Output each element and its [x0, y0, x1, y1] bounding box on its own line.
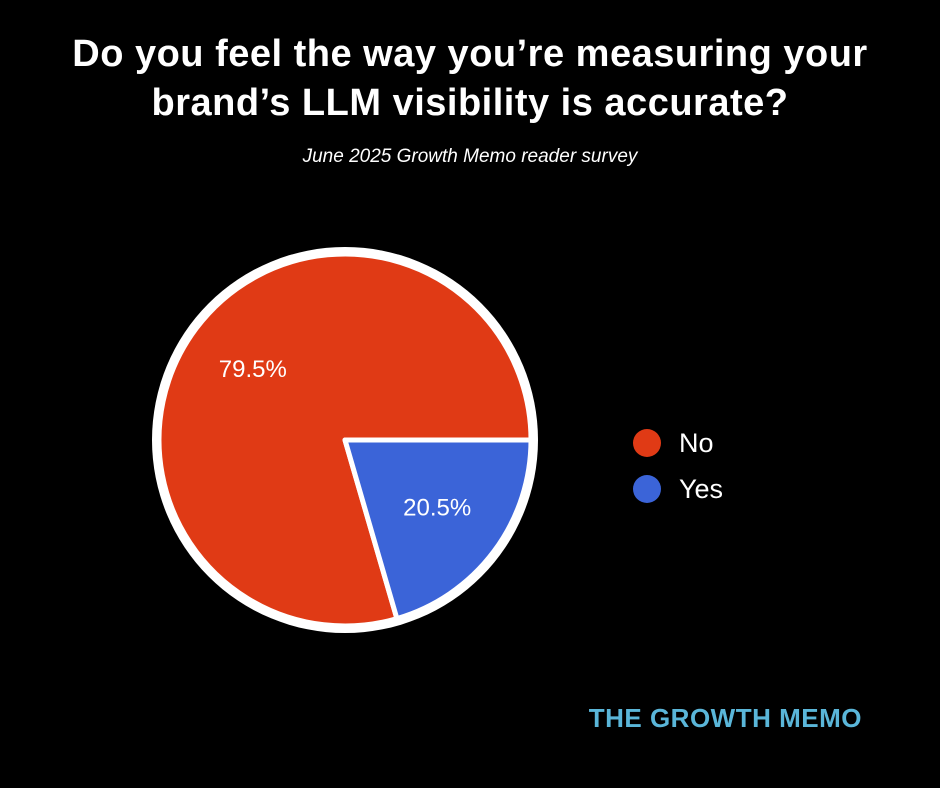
pie-chart: 79.5% 20.5%: [145, 240, 545, 640]
legend-swatch-no: [633, 429, 661, 457]
pie-slice-value-label: 79.5%: [219, 356, 287, 383]
chart-subtitle: June 2025 Growth Memo reader survey: [302, 146, 638, 167]
pie-chart-svg: 79.5% 20.5%: [152, 247, 538, 633]
pie-slice-yes: [342, 437, 534, 622]
chart-title: Do you feel the way you’re measuring you…: [72, 33, 868, 124]
legend: No Yes: [633, 428, 723, 504]
legend-item-no: No: [633, 428, 723, 458]
pie-slice-value-label: 20.5%: [403, 495, 471, 522]
brand-logo-text: THE GROWTH MEMO: [588, 703, 862, 733]
legend-label-no: No: [679, 428, 714, 458]
legend-swatch-yes: [633, 475, 661, 503]
legend-label-yes: Yes: [679, 474, 724, 504]
legend-item-yes: Yes: [633, 474, 723, 504]
